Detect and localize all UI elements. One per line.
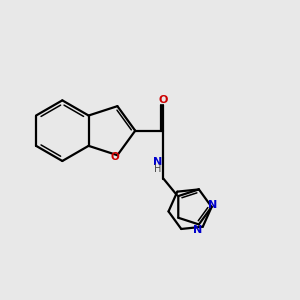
Text: O: O — [111, 152, 119, 162]
Text: H: H — [154, 164, 162, 174]
Text: N: N — [208, 200, 218, 210]
Text: O: O — [159, 95, 168, 105]
Text: N: N — [193, 225, 202, 235]
Text: N: N — [154, 157, 163, 167]
